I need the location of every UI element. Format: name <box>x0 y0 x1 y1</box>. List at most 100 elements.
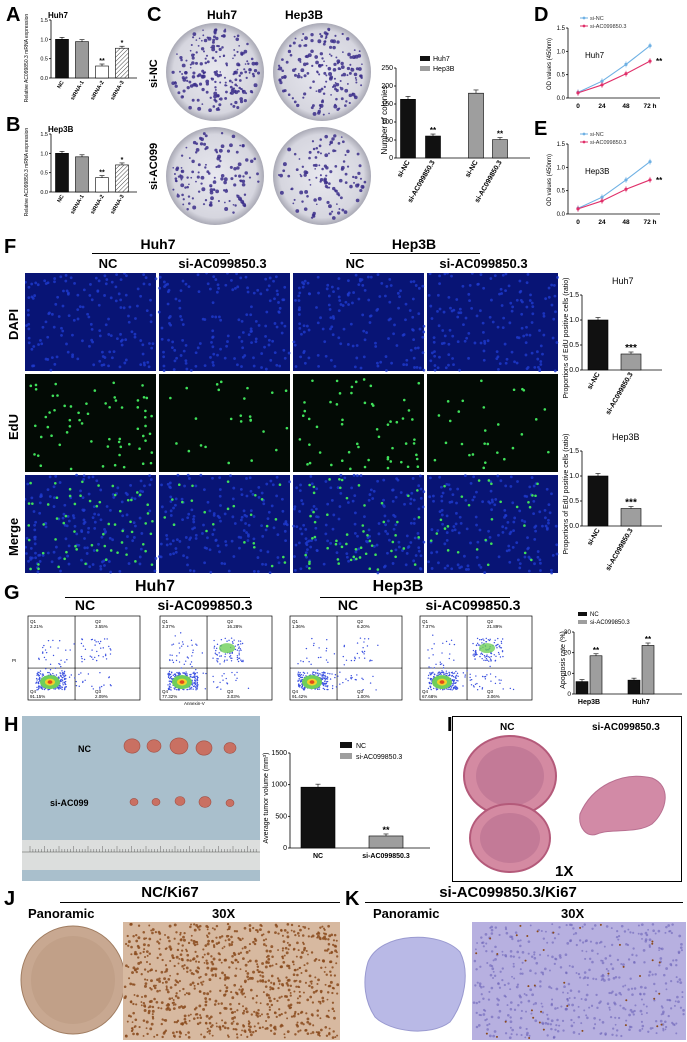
bar <box>55 153 69 193</box>
panel-d-title: Huh7 <box>585 51 605 60</box>
y-tick-label: 0 <box>567 691 571 698</box>
y-tick-label: 200 <box>381 83 393 90</box>
significance-mark: ** <box>656 176 663 185</box>
y-tick-label: 1.5 <box>40 18 48 24</box>
panel-g-group-hep3b-line <box>320 597 510 598</box>
quadrant-name: Q2 <box>95 619 102 624</box>
series-line <box>577 45 651 93</box>
panel-f-chart2-ylabel: Proportions of EdU positive cells (ratio… <box>563 434 570 555</box>
category-label: si-AC099850.3 <box>407 159 437 204</box>
panel-f-col-4: si-AC099850.3 <box>439 256 528 271</box>
y-tick-label: 0.0 <box>569 367 579 374</box>
panel-c-row-sinc: si-NC <box>148 59 160 88</box>
quadrant-name: Q3 <box>357 689 364 694</box>
legend-label: si-AC099850.3 <box>590 620 630 626</box>
panel-f-col-1: NC <box>98 256 118 271</box>
panel-c-ylabel: Number of colonies <box>380 86 389 155</box>
quadrant-name: Q4 <box>162 689 169 694</box>
micrograph <box>159 475 290 573</box>
y-tick-label: 100 <box>381 119 393 126</box>
micrograph <box>427 475 558 573</box>
bar <box>75 156 89 193</box>
legend-swatch <box>420 56 430 61</box>
panel-k-ihc <box>364 922 686 1040</box>
legend-label: si-AC099850.3 <box>590 24 626 30</box>
significance-mark: * <box>121 157 124 164</box>
panel-j-ihc <box>20 922 340 1040</box>
x-tick-label: 48 <box>622 219 630 226</box>
significance-mark: ** <box>99 170 105 177</box>
x-tick-label: 0 <box>576 219 580 226</box>
plate-hep3b-sinc <box>273 23 371 121</box>
panel-label-g: G <box>4 582 20 604</box>
y-tick-label: 1.0 <box>569 317 579 324</box>
quadrant-name: Q1 <box>162 619 169 624</box>
quadrant-name: Q2 <box>227 619 234 624</box>
legend-marker <box>582 132 586 136</box>
y-tick-label: 0.5 <box>569 498 579 505</box>
panel-h-row-nc: NC <box>78 744 91 754</box>
panel-d-plot: 0.0 0.5 1.0 1.5 0 24 48 72 h ** si-NC si-AC099850.… <box>557 16 663 110</box>
legend-label: NC <box>356 743 366 750</box>
y-tick-label: 1.0 <box>569 473 579 480</box>
quadrant-value: 3.37% <box>162 624 175 629</box>
panel-j-panoramic: Panoramic <box>28 906 95 921</box>
x-tick-label: 0 <box>576 103 580 110</box>
category-label: siRNA-3 <box>110 80 126 102</box>
panel-f-chart-huh7: Huh7 Proportions of EdU positive cells (… <box>563 276 662 416</box>
y-tick-label: 20 <box>564 650 572 657</box>
panel-f-chart-hep3b: Hep3B Proportions of EdU positive cells … <box>563 432 662 572</box>
panel-c-chart: Number of colonies 0 50 100 150 200 250 ** ** si… <box>380 56 530 204</box>
y-tick-label: 1.5 <box>569 292 579 299</box>
panel-e-plot: 0.0 0.5 1.0 1.5 0 24 48 72 h ** si-NC si-AC099850.… <box>557 132 663 226</box>
panel-f-chart1-plot: 0.0 0.5 1.0 1.5 *** si-NC si-AC099850.3 <box>569 292 662 416</box>
x-tick-label: 72 h <box>643 219 656 226</box>
legend-label: Hep3B <box>433 66 455 73</box>
panel-f-col-3: NC <box>345 256 365 271</box>
panel-f-group-huh7-line <box>92 253 230 254</box>
significance-mark: ** <box>430 126 437 135</box>
significance-mark: ** <box>593 646 600 655</box>
panel-g-col-1: NC <box>74 597 96 613</box>
panel-f-row-merge: Merge <box>6 517 21 556</box>
panel-h-chart: Average tumor volume (mm³) 0 500 1000 1500 *… <box>263 742 430 860</box>
bar <box>425 135 441 159</box>
tumor <box>151 798 161 806</box>
quadrant-value: 3.03% <box>227 694 240 699</box>
panel-g-flow-plots: Q13.21%Q23.55%Q491.15%Q32.09%Q13.37%Q216… <box>12 615 533 706</box>
micrograph <box>159 273 290 371</box>
y-tick-label: 0.5 <box>569 342 579 349</box>
panel-k-title: si-AC099850.3/Ki67 <box>439 884 577 901</box>
panel-i-label-nc: NC <box>500 722 514 733</box>
significance-mark: * <box>121 40 124 47</box>
quadrant-name: Q1 <box>422 619 429 624</box>
bar <box>300 786 336 849</box>
legend-marker <box>582 140 586 144</box>
panel-label-c: C <box>147 4 162 26</box>
panel-a-plot: 0.00.51.01.5***NC siRNA-1 siRNA-2 siRNA-3 <box>40 18 137 102</box>
panel-k-30x: 30X <box>561 906 585 921</box>
panel-f-group-hep3b-line <box>350 253 480 254</box>
panel-h-ylabel: Average tumor volume (mm³) <box>263 753 270 844</box>
legend-marker <box>582 24 586 28</box>
y-tick-label: 1.5 <box>557 26 566 32</box>
category-label: si-AC099850.3 <box>474 159 504 204</box>
bar <box>368 835 404 849</box>
quadrant-value: 77.32% <box>162 694 177 699</box>
legend-label: si-AC099850.3 <box>590 140 626 146</box>
panel-f-col-2: si-AC099850.3 <box>178 256 267 271</box>
bar <box>115 164 129 193</box>
y-tick-label: 0 <box>283 845 287 852</box>
panel-h-tumor-photo: NC si-AC099 <box>22 716 260 881</box>
tumor <box>146 739 162 753</box>
category-label: si-AC099850.3 <box>362 853 410 860</box>
micrograph <box>427 374 558 472</box>
flow-plots: Q13.21%Q23.55%Q491.15%Q32.09%Q13.37%Q216… <box>12 615 533 706</box>
bar <box>75 41 89 79</box>
legend-label: si-AC099850.3 <box>356 754 402 761</box>
panel-i-he-stain: NC si-AC099850.3 1X <box>452 716 682 882</box>
bar <box>575 681 589 695</box>
legend-marker <box>582 16 586 20</box>
quadrant-value: 91.15% <box>30 694 45 699</box>
y-tick-label: 150 <box>381 101 393 108</box>
